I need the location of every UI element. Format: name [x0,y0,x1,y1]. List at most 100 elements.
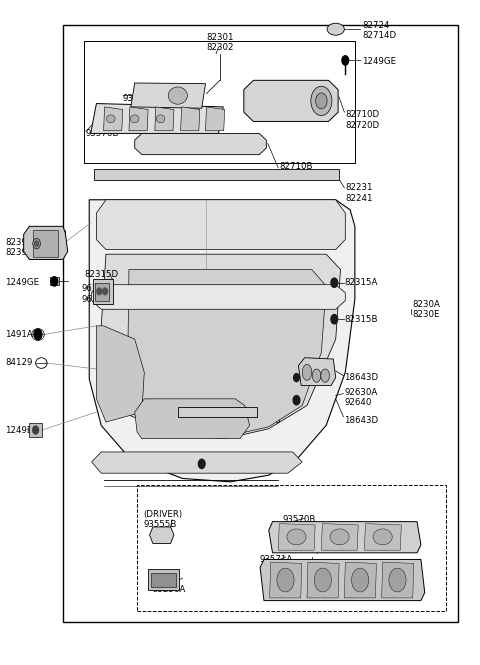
Text: 82315A: 82315A [225,460,258,468]
Ellipse shape [131,115,139,123]
Circle shape [293,396,300,405]
Text: 82315B: 82315B [344,315,378,324]
Bar [137,485,446,611]
Polygon shape [92,285,345,309]
Ellipse shape [314,568,331,592]
Text: 82315A: 82315A [344,278,378,287]
Circle shape [34,329,42,340]
Text: 82710B
82720B: 82710B 82720B [279,162,313,181]
Polygon shape [260,559,425,600]
Text: 82315D: 82315D [84,269,119,279]
Ellipse shape [168,87,187,104]
Circle shape [97,288,102,295]
Bar [94,170,339,180]
Polygon shape [364,523,401,550]
Text: 18643D: 18643D [344,416,378,424]
Bar [29,424,42,437]
Polygon shape [91,104,223,134]
Text: 18643D: 18643D [344,373,378,382]
Circle shape [103,288,108,295]
Text: 82724
82714D: 82724 82714D [362,21,396,41]
Polygon shape [322,523,358,550]
Circle shape [51,277,58,286]
Polygon shape [299,358,336,386]
Polygon shape [135,134,266,155]
Polygon shape [128,269,326,437]
Bar [84,41,355,164]
Polygon shape [307,562,339,598]
Circle shape [331,278,337,287]
Ellipse shape [107,115,115,123]
Text: 93577: 93577 [147,110,174,119]
Ellipse shape [156,115,165,123]
Bar [63,25,458,622]
Ellipse shape [35,241,38,246]
Circle shape [342,56,348,65]
Ellipse shape [316,93,327,109]
Ellipse shape [312,369,321,382]
Text: 1491AB: 1491AB [5,330,39,339]
Polygon shape [89,200,355,482]
Text: 93576B: 93576B [86,129,119,138]
Text: 93572A: 93572A [299,533,332,541]
Polygon shape [269,521,421,553]
Ellipse shape [302,364,312,380]
Polygon shape [344,562,376,598]
Circle shape [294,374,300,382]
Polygon shape [382,562,414,598]
Bar [50,277,59,285]
Polygon shape [270,562,302,598]
Ellipse shape [351,568,369,592]
Bar [33,230,58,257]
Text: 96320C
96310: 96320C 96310 [81,285,114,304]
Text: 92630A
92640: 92630A 92640 [344,388,378,407]
Text: 82710D
82720D: 82710D 82720D [345,110,379,130]
Polygon shape [205,107,225,131]
Ellipse shape [330,529,349,545]
Bar [93,279,113,304]
Circle shape [198,460,205,469]
Polygon shape [104,107,123,131]
Polygon shape [131,83,205,108]
Bar [178,408,257,417]
Ellipse shape [277,568,294,592]
Text: 82301
82302: 82301 82302 [206,33,234,52]
Text: 82231
82241: 82231 82241 [345,184,373,203]
Text: 84129: 84129 [5,358,33,367]
Text: 93250A: 93250A [153,585,186,595]
Polygon shape [24,226,68,259]
Polygon shape [129,107,148,131]
Ellipse shape [327,23,344,35]
Bar [148,569,179,590]
Text: 93580A: 93580A [123,94,156,103]
Bar [95,283,109,301]
Text: 1249GE: 1249GE [362,57,396,66]
Polygon shape [101,254,340,439]
Ellipse shape [373,529,392,545]
Polygon shape [244,80,338,122]
Text: 8230A
8230E: 8230A 8230E [412,299,440,319]
Circle shape [33,426,38,434]
Text: 82393A
82394A: 82393A 82394A [5,238,39,257]
Bar [151,573,176,587]
Ellipse shape [311,86,332,116]
Ellipse shape [287,529,306,545]
Text: 93570B: 93570B [282,515,315,524]
Polygon shape [96,326,144,422]
Ellipse shape [33,238,40,249]
Polygon shape [150,527,174,543]
Polygon shape [278,523,315,550]
Polygon shape [180,107,200,131]
Text: 1249GE: 1249GE [5,278,40,287]
Text: 82356B
82366: 82356B 82366 [253,406,287,425]
Text: 93571A: 93571A [259,555,292,564]
Ellipse shape [389,568,406,592]
Ellipse shape [321,369,329,382]
Text: 1249EE: 1249EE [5,426,38,434]
Circle shape [331,315,337,324]
Polygon shape [96,200,345,249]
Polygon shape [155,107,174,131]
Polygon shape [135,399,250,439]
Polygon shape [92,452,302,473]
Text: (DRIVER)
93555B: (DRIVER) 93555B [144,510,182,529]
